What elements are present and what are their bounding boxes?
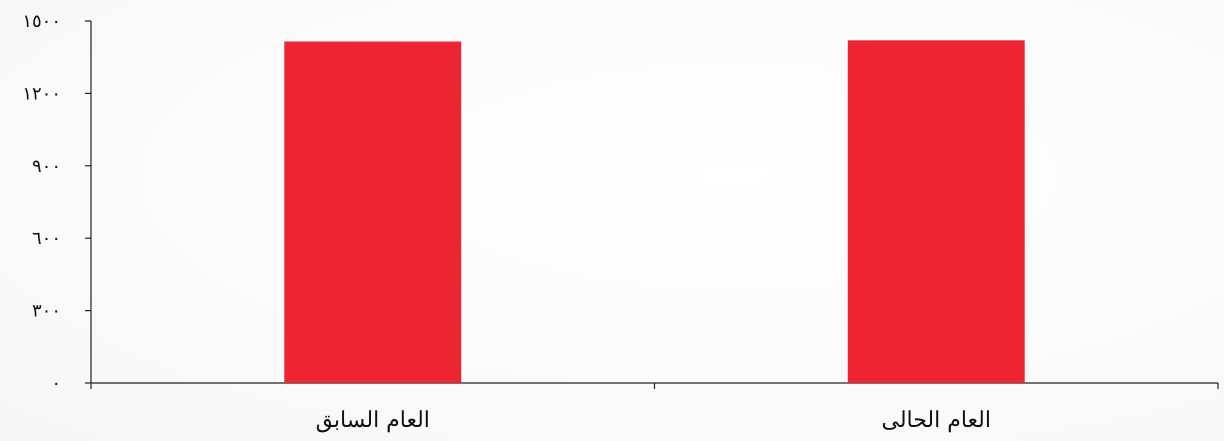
y-tick-label: ٦٠٠ [32,228,61,249]
bar [847,40,1025,383]
bar [284,41,462,383]
y-tick-label: ١٥٠٠ [22,11,61,32]
y-tick-label: ٣٠٠ [32,301,61,322]
y-tick-label: ٠ [51,373,61,394]
x-category-label: العام الحالى [881,408,991,433]
y-tick-label: ١٢٠٠ [22,83,61,104]
x-category-label: العام السابق [316,408,430,433]
bars [284,40,1025,383]
x-axis: العام السابق العام الحالى [90,382,1219,433]
y-axis: ٠ ٣٠٠ ٦٠٠ ٩٠٠ ١٢٠٠ ١٥٠٠ [22,11,92,394]
y-tick-label: ٩٠٠ [32,156,61,177]
